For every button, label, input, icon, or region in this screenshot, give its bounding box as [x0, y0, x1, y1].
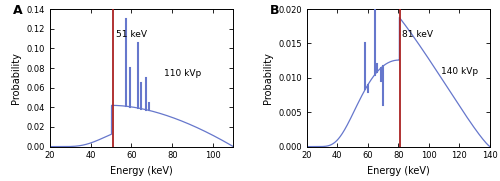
Text: 81 keV: 81 keV — [402, 30, 433, 39]
Text: 140 kVp: 140 kVp — [441, 67, 478, 76]
X-axis label: Energy (keV): Energy (keV) — [367, 166, 430, 176]
Text: 110 kVp: 110 kVp — [164, 69, 202, 78]
Y-axis label: Probability: Probability — [11, 52, 21, 104]
Text: A: A — [14, 4, 23, 16]
Y-axis label: Probability: Probability — [262, 52, 272, 104]
Text: B: B — [270, 4, 280, 16]
X-axis label: Energy (keV): Energy (keV) — [110, 166, 173, 176]
Text: 51 keV: 51 keV — [116, 30, 147, 39]
